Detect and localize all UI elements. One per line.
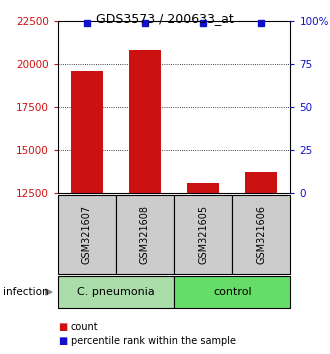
Text: percentile rank within the sample: percentile rank within the sample	[71, 336, 236, 346]
Text: GSM321608: GSM321608	[140, 205, 150, 264]
Bar	[58, 276, 174, 308]
Bar	[245, 172, 277, 193]
Text: GDS3573 / 200633_at: GDS3573 / 200633_at	[96, 12, 234, 25]
Text: count: count	[71, 322, 99, 332]
Bar	[129, 50, 161, 193]
Bar	[116, 195, 174, 274]
Text: ■: ■	[58, 336, 67, 346]
Text: C. pneumonia: C. pneumonia	[77, 287, 155, 297]
Text: infection: infection	[3, 287, 49, 297]
Text: GSM321605: GSM321605	[198, 205, 208, 264]
Bar	[71, 71, 103, 193]
Bar	[174, 195, 232, 274]
Text: GSM321606: GSM321606	[256, 205, 266, 264]
Bar	[232, 195, 290, 274]
Text: ■: ■	[58, 322, 67, 332]
Bar	[187, 183, 219, 193]
Bar	[58, 195, 116, 274]
Text: control: control	[213, 287, 251, 297]
Bar	[174, 276, 290, 308]
Text: GSM321607: GSM321607	[82, 205, 92, 264]
